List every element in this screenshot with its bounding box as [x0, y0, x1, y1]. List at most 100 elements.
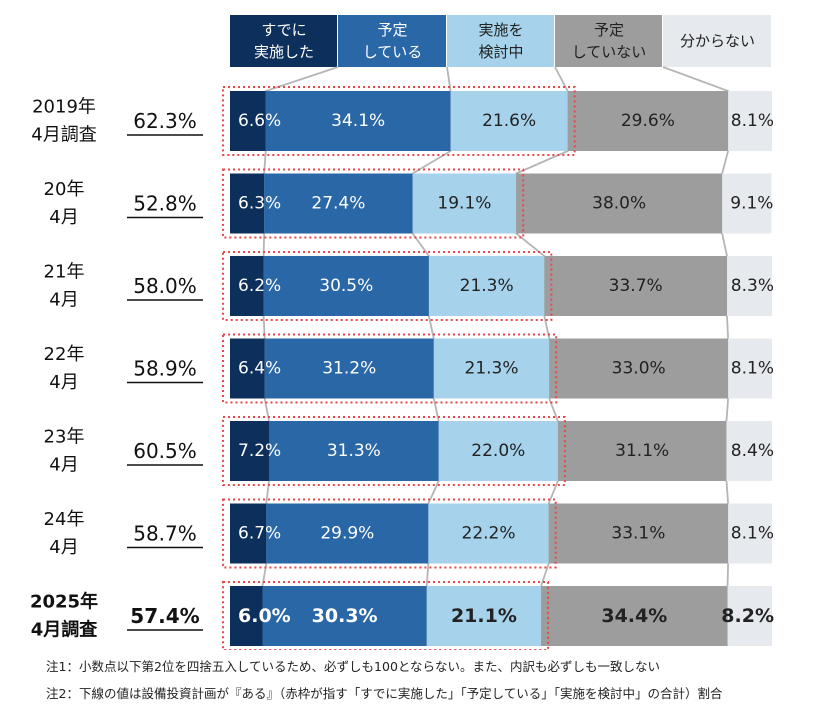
row-total-0: 62.3%	[133, 109, 197, 133]
data-label-5-4: 8.1%	[731, 524, 774, 544]
legend-label-0-line-1: 実施した	[254, 43, 314, 61]
legend-label-1-line-1: している	[363, 43, 423, 61]
data-label-3-4: 8.1%	[731, 359, 774, 379]
data-label-6-2: 21.1%	[451, 605, 517, 627]
legend-swatch-2	[447, 15, 554, 67]
data-label-0-2: 21.6%	[482, 111, 536, 131]
highlight-box-5	[222, 498, 557, 569]
data-label-4-0: 7.2%	[238, 441, 281, 461]
data-label-1-3: 38.0%	[592, 194, 646, 214]
data-label-0-0: 6.6%	[238, 111, 281, 131]
bar-segment-3-0	[230, 338, 265, 399]
bar-segment-5-4	[728, 503, 772, 564]
row-label-5-line-1: 4月	[49, 537, 78, 558]
legend-label-3-line-0: 予定	[594, 21, 624, 39]
data-label-2-0: 6.2%	[238, 276, 281, 296]
highlight-box-0	[222, 86, 576, 156]
highlight-box-1	[222, 168, 525, 239]
bar-segment-6-3	[541, 586, 728, 646]
row-label-2-line-1: 4月	[49, 290, 78, 311]
row-label-6-line-1: 4月調査	[31, 619, 98, 641]
footnote-1: 注1：小数点以下第2位を四捨五入しているため、必ずしも100とならない。また、内…	[46, 659, 661, 674]
legend-label-4: 分からない	[680, 32, 755, 50]
bar-segment-1-4	[722, 173, 772, 234]
data-label-0-3: 29.6%	[621, 111, 675, 131]
row-label-0-line-0: 2019年	[32, 97, 96, 118]
data-label-6-0: 6.0%	[238, 605, 291, 627]
data-label-5-3: 33.1%	[611, 524, 665, 544]
data-label-5-1: 29.9%	[320, 524, 374, 544]
data-label-2-1: 30.5%	[319, 276, 373, 296]
bar-segment-5-3	[548, 503, 729, 564]
data-label-1-4: 9.1%	[730, 194, 773, 214]
data-label-2-2: 21.3%	[460, 276, 514, 296]
row-label-3-line-1: 4月	[49, 372, 78, 393]
row-label-4-line-1: 4月	[49, 455, 78, 476]
data-label-2-3: 33.7%	[609, 276, 663, 296]
bar-segment-5-2	[428, 503, 549, 564]
row-label-1-line-1: 4月	[49, 207, 78, 228]
data-label-6-1: 30.3%	[312, 605, 378, 627]
data-label-3-1: 31.2%	[322, 359, 376, 379]
bar-segment-4-3	[557, 421, 727, 481]
data-label-1-2: 19.1%	[437, 194, 491, 214]
bar-segment-2-2	[428, 256, 545, 316]
row-label-3-line-0: 22年	[44, 344, 85, 365]
data-label-0-1: 34.1%	[331, 111, 385, 131]
row-label-5-line-0: 24年	[44, 509, 85, 530]
bar-segment-0-0	[230, 91, 266, 151]
bar-segment-1-1	[264, 173, 413, 234]
row-label-0-line-1: 4月調査	[31, 125, 96, 146]
legend-label-2-line-1: 検討中	[478, 43, 523, 61]
bar-segment-2-0	[230, 256, 264, 316]
data-label-6-4: 8.2%	[721, 605, 774, 627]
highlight-box-3	[222, 333, 558, 404]
legend-label-2-line-0: 実施を	[478, 21, 523, 39]
bar-segment-3-3	[549, 338, 729, 399]
bar-segment-1-3	[516, 173, 723, 234]
row-label-4-line-0: 23年	[44, 427, 85, 448]
bar-segment-0-1	[265, 91, 451, 151]
bar-segment-6-2	[426, 586, 542, 646]
bar-segment-0-3	[567, 91, 729, 151]
bar-segment-3-2	[433, 338, 550, 399]
bar-segment-4-0	[230, 421, 270, 481]
highlight-box-2	[222, 251, 553, 321]
legend-label-1-line-0: 予定	[377, 21, 407, 39]
row-label-2-line-0: 21年	[44, 262, 85, 283]
bar-segment-4-4	[726, 421, 772, 481]
data-label-5-0: 6.7%	[238, 524, 281, 544]
row-label-1-line-0: 20年	[44, 179, 85, 200]
bar-segment-5-1	[266, 503, 429, 564]
data-label-3-3: 33.0%	[612, 359, 666, 379]
row-total-2: 58.0%	[133, 274, 197, 298]
legend-swatch-0	[230, 15, 337, 67]
bar-segment-4-1	[269, 421, 439, 481]
data-label-3-0: 6.4%	[238, 359, 281, 379]
data-label-6-3: 34.4%	[601, 605, 667, 627]
legend-swatch-3	[555, 15, 662, 67]
bar-segment-0-2	[450, 91, 568, 151]
bar-segment-5-0	[230, 503, 267, 564]
bar-segment-3-1	[264, 338, 434, 399]
data-label-1-0: 6.3%	[238, 194, 281, 214]
bar-segment-0-4	[728, 91, 772, 151]
bar-segment-4-2	[438, 421, 558, 481]
data-label-4-4: 8.4%	[731, 441, 774, 461]
bar-segment-6-0	[230, 586, 263, 646]
data-label-4-2: 22.0%	[471, 441, 525, 461]
legend-swatch-1	[338, 15, 446, 67]
bar-segment-6-1	[262, 586, 427, 646]
data-label-0-4: 8.1%	[731, 111, 774, 131]
bar-segment-1-2	[412, 173, 517, 234]
data-label-4-1: 31.3%	[327, 441, 381, 461]
bar-segment-2-3	[544, 256, 728, 316]
legend-label-3-line-1: していない	[572, 43, 647, 61]
bar-segment-2-4	[727, 256, 772, 316]
data-label-4-3: 31.1%	[615, 441, 669, 461]
legend-label-0-line-0: すでに	[261, 21, 306, 39]
row-total-3: 58.9%	[133, 357, 197, 381]
data-label-3-2: 21.3%	[465, 359, 519, 379]
footnote-2: 注2：下線の値は設備投資計画が『ある』（赤枠が指す「すでに実施した」「予定してい…	[46, 686, 723, 701]
bar-segment-1-0	[230, 173, 265, 234]
